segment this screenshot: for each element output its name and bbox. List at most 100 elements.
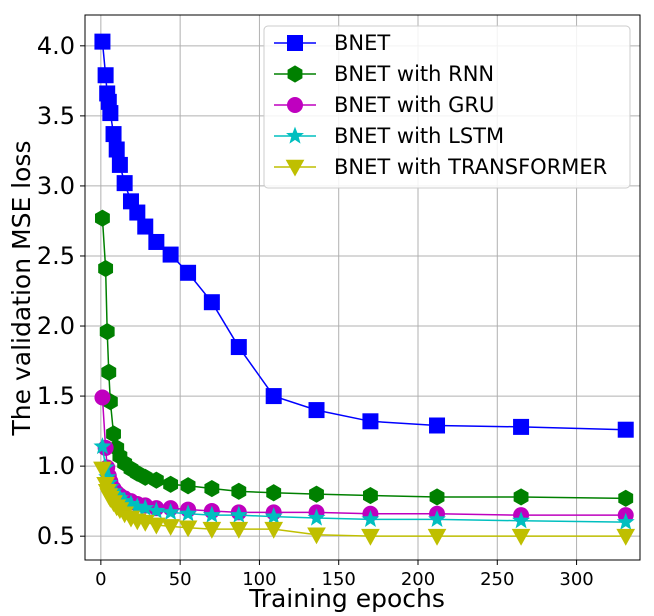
- axis-ticks: 0 50 100 150 200 250 300 0.5 1.0 1.5 2.0 2.5 3.0 3.5 4…: [37, 32, 594, 590]
- data-point: [148, 471, 164, 489]
- data-point: [361, 509, 380, 527]
- legend-label: BNET with TRANSFORMER: [334, 155, 607, 179]
- data-point: [285, 159, 305, 177]
- data-point: [147, 517, 166, 535]
- data-point: [429, 488, 445, 506]
- data-point: [266, 484, 282, 502]
- data-point: [428, 509, 446, 527]
- data-point: [98, 260, 114, 278]
- data-point: [111, 156, 128, 173]
- data-point: [129, 204, 146, 221]
- data-point: [309, 485, 324, 503]
- legend-item: BNET with GRU: [274, 93, 494, 117]
- data-point: [101, 363, 117, 381]
- series-layer: [93, 33, 636, 546]
- y-tick-label: 4.0: [37, 32, 75, 60]
- data-point: [163, 475, 179, 493]
- data-point: [229, 505, 248, 523]
- data-point: [617, 421, 634, 438]
- legend-box: [263, 25, 631, 189]
- x-tick-label: 150: [322, 569, 356, 590]
- y-tick-label: 3.0: [37, 172, 75, 200]
- data-point: [94, 389, 111, 406]
- data-point: [147, 501, 166, 519]
- data-point: [204, 479, 220, 498]
- data-point: [308, 402, 325, 419]
- y-tick-label: 2.0: [37, 312, 75, 340]
- x-tick-label: 50: [169, 569, 192, 590]
- series: [93, 461, 636, 546]
- data-point: [180, 477, 196, 495]
- data-point: [161, 519, 180, 536]
- legend-label: BNET with GRU: [334, 93, 494, 117]
- y-tick-label: 2.5: [37, 242, 75, 270]
- y-tick-label: 0.5: [37, 522, 75, 550]
- data-point: [106, 425, 121, 443]
- x-axis-title: Training epochs: [248, 584, 445, 613]
- data-point: [178, 520, 198, 538]
- legend-item: BNET: [274, 31, 390, 55]
- y-tick-label: 1.0: [37, 452, 75, 480]
- legend-item: BNET with TRANSFORMER: [274, 155, 607, 179]
- x-tick-label: 250: [480, 569, 514, 590]
- data-point: [137, 468, 153, 486]
- data-point: [97, 67, 114, 84]
- data-point: [148, 233, 165, 250]
- x-tick-label: 0: [95, 569, 106, 590]
- data-point: [513, 488, 529, 506]
- data-point: [618, 489, 634, 507]
- data-point: [93, 437, 112, 455]
- data-point: [616, 528, 636, 546]
- data-point: [94, 33, 111, 50]
- x-tick-label: 200: [401, 569, 435, 590]
- y-tick-label: 3.5: [37, 102, 75, 130]
- data-point: [231, 482, 247, 500]
- data-point: [429, 417, 446, 434]
- data-point: [108, 141, 125, 158]
- data-point: [265, 388, 282, 405]
- data-point: [362, 413, 379, 430]
- data-point: [512, 511, 531, 529]
- data-point: [136, 498, 155, 516]
- data-point: [286, 126, 304, 144]
- legend-label: BNET with LSTM: [334, 124, 504, 148]
- data-point: [307, 527, 326, 545]
- data-point: [95, 209, 110, 227]
- data-point: [307, 508, 326, 526]
- legend-label: BNET: [334, 31, 390, 55]
- data-point: [616, 512, 635, 530]
- plot-frame: [84, 14, 641, 561]
- data-point: [287, 35, 303, 51]
- data-point: [102, 105, 119, 122]
- data-point: [264, 507, 283, 525]
- data-point: [203, 294, 220, 311]
- data-point: [180, 264, 197, 281]
- x-tick-label: 100: [242, 569, 276, 590]
- x-tick-label: 300: [559, 569, 593, 590]
- data-point: [202, 505, 221, 523]
- legend-item: BNET with RNN: [274, 62, 494, 86]
- data-point: [179, 504, 198, 522]
- data-point: [116, 175, 133, 192]
- data-point: [137, 218, 154, 235]
- data-point: [264, 521, 284, 539]
- series: [94, 33, 634, 438]
- data-point: [287, 65, 303, 83]
- data-point: [105, 126, 122, 143]
- data-point: [162, 246, 179, 263]
- y-tick-label: 1.5: [37, 382, 75, 410]
- legend: BNET BNET with RNN BNET with GRU BNET with …: [263, 25, 631, 189]
- data-point: [99, 323, 115, 341]
- data-point: [361, 528, 380, 546]
- y-axis-title: The validation MSE loss: [7, 141, 36, 437]
- data-point: [229, 521, 249, 539]
- data-point: [427, 528, 447, 546]
- data-point: [230, 339, 247, 356]
- data-point: [202, 521, 222, 539]
- series: [95, 209, 634, 507]
- data-point: [363, 486, 378, 505]
- data-point: [511, 528, 531, 546]
- data-point: [287, 97, 303, 113]
- legend-item: BNET with LSTM: [274, 124, 504, 148]
